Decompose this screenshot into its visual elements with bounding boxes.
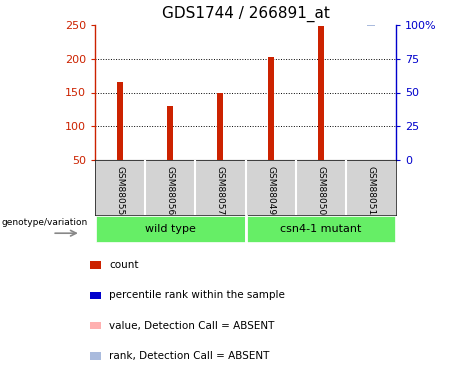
Bar: [246, 216, 396, 243]
Bar: [90, 292, 101, 299]
Text: GSM88057: GSM88057: [216, 165, 225, 215]
Text: genotype/variation: genotype/variation: [2, 218, 88, 227]
Bar: [117, 82, 123, 160]
Bar: [318, 26, 324, 160]
Text: GSM88050: GSM88050: [316, 165, 325, 215]
Text: wild type: wild type: [145, 224, 195, 234]
Text: count: count: [109, 260, 139, 270]
Bar: [367, 15, 374, 26]
Bar: [95, 216, 245, 243]
Text: csn4-1 mutant: csn4-1 mutant: [280, 224, 361, 234]
Text: GSM88056: GSM88056: [166, 165, 175, 215]
Bar: [90, 322, 101, 330]
Bar: [90, 352, 101, 360]
Text: value, Detection Call = ABSENT: value, Detection Call = ABSENT: [109, 321, 275, 331]
Bar: [90, 261, 101, 269]
Text: rank, Detection Call = ABSENT: rank, Detection Call = ABSENT: [109, 351, 270, 361]
Text: percentile rank within the sample: percentile rank within the sample: [109, 291, 285, 300]
Text: GSM88055: GSM88055: [116, 165, 124, 215]
Bar: [218, 93, 224, 160]
Bar: [267, 57, 273, 160]
Text: GSM88051: GSM88051: [366, 165, 375, 215]
Text: GSM88049: GSM88049: [266, 165, 275, 214]
Bar: [167, 106, 173, 160]
Title: GDS1744 / 266891_at: GDS1744 / 266891_at: [161, 6, 330, 22]
